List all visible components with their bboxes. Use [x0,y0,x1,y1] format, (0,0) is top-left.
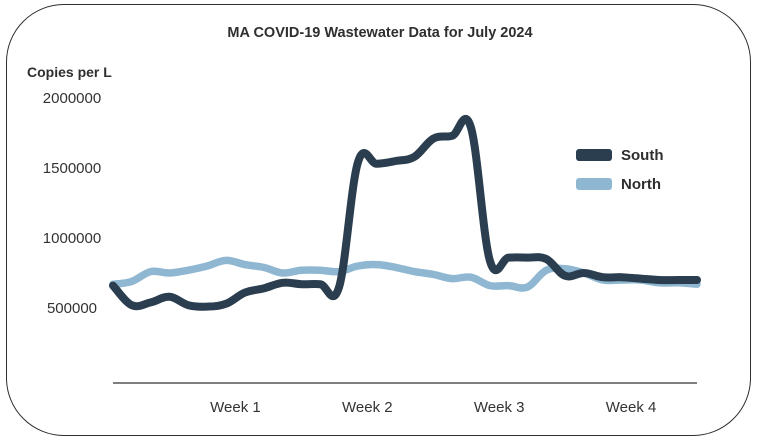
chart-card [6,4,751,436]
x-tick-label: Week 2 [342,399,393,416]
y-tick-label: 1000000 [43,230,101,247]
x-tick-label: Week 1 [210,399,261,416]
y-axis-label: Copies per L [27,64,112,80]
x-tick-label: Week 3 [474,399,525,416]
x-tick-label: Week 4 [606,399,657,416]
y-tick-label: 500000 [47,300,97,317]
legend-swatch-north [576,178,612,190]
series-line-south [109,114,701,311]
legend-label-north: North [621,176,661,193]
y-tick-label: 2000000 [43,90,101,107]
legend-label-south: South [621,147,664,164]
chart-title: MA COVID-19 Wastewater Data for July 202… [227,25,532,41]
legend-swatch-south [576,149,612,161]
y-tick-label: 1500000 [43,160,101,177]
